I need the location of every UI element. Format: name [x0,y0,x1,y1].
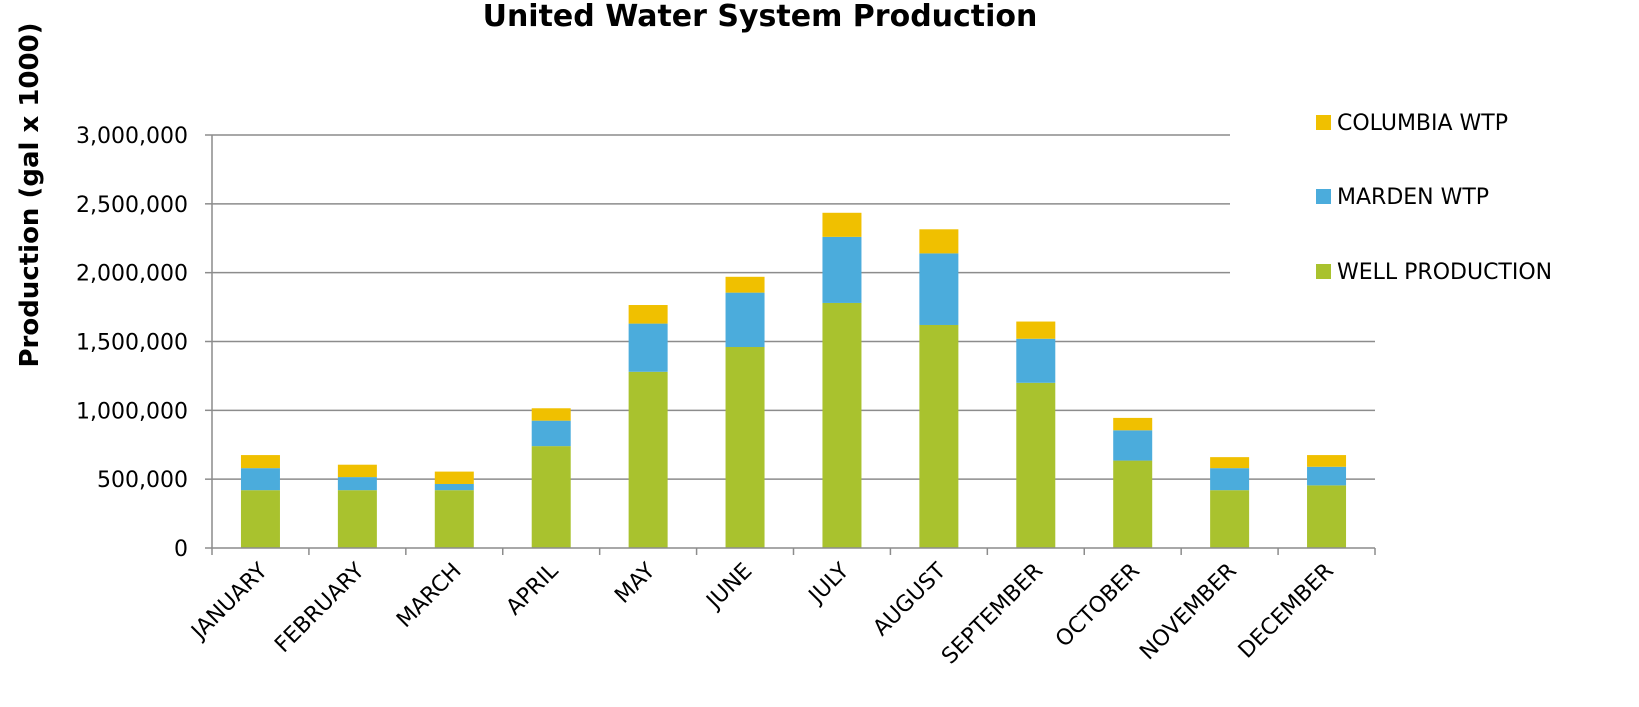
bar-columbia-wtp [725,276,765,293]
bar-well-production [1210,490,1250,548]
bar-columbia-wtp [1016,321,1056,339]
bar-marden-wtp [628,323,668,372]
legend-swatch [1316,264,1331,279]
legend-swatch [1316,115,1331,130]
x-tick-label: AUGUST [869,558,952,641]
bar-columbia-wtp [337,464,377,478]
y-tick-label: 500,000 [97,468,188,493]
bar-marden-wtp [240,468,280,491]
x-tick-label: DECEMBER [1234,559,1339,664]
x-tick-label: JULY [803,558,855,610]
x-tick-label: SEPTEMBER [937,559,1048,670]
bar-columbia-wtp [1307,455,1347,467]
x-tick-label: NOVEMBER [1135,559,1241,665]
legend-item: COLUMBIA WTP [1316,111,1508,136]
bar-marden-wtp [725,292,765,348]
bar-columbia-wtp [240,455,280,469]
x-tick-label: MAY [610,558,660,608]
y-tick-label: 1,500,000 [76,331,188,356]
bar-well-production [725,347,765,548]
bar-well-production [240,490,280,548]
legend-item: WELL PRODUCTION [1316,260,1552,285]
gridlines [212,134,1375,480]
legend-item: MARDEN WTP [1316,185,1489,210]
bar-well-production [919,324,959,548]
x-tick-label: JANUARY [186,558,273,645]
legend: COLUMBIA WTP MARDEN WTP WELL PRODUCTION [1316,111,1552,285]
bar-columbia-wtp [434,471,474,484]
legend-label: MARDEN WTP [1337,185,1489,210]
bar-columbia-wtp [822,212,862,237]
bar-columbia-wtp [1210,457,1250,469]
bar-well-production [434,490,474,548]
bar-marden-wtp [337,477,377,491]
bar-well-production [1307,485,1347,548]
legend-swatch [1316,189,1331,204]
x-tick-label: APRIL [502,558,564,620]
bar-well-production [337,490,377,548]
bar-marden-wtp [1113,430,1153,461]
axes [205,134,1376,555]
x-tick-label: FEBRUARY [270,558,370,658]
y-tick-label: 0 [174,537,188,562]
bar-columbia-wtp [628,305,668,324]
bar-marden-wtp [822,236,862,303]
y-tick-label: 3,000,000 [76,124,188,149]
bar-well-production [822,302,862,548]
bar-well-production [628,371,668,548]
chart-title: United Water System Production [483,0,1038,34]
bar-marden-wtp [1307,466,1347,486]
legend-label: WELL PRODUCTION [1337,260,1552,285]
bar-well-production [1113,460,1153,548]
y-tick-label: 2,000,000 [76,262,188,287]
bars [240,212,1347,548]
y-tick-labels: 0 500,000 1,000,000 1,500,000 2,000,000 2,500… [76,124,188,562]
bar-columbia-wtp [531,408,571,421]
bar-columbia-wtp [1113,417,1153,431]
bar-well-production [531,446,571,548]
y-tick-label: 1,000,000 [76,399,188,424]
bar-marden-wtp [1016,338,1056,383]
bar-columbia-wtp [919,229,959,254]
bar-marden-wtp [1210,468,1250,491]
bar-marden-wtp [434,483,474,491]
x-tick-label: OCTOBER [1051,559,1145,653]
bar-well-production [1016,382,1056,548]
x-tick-label: MARCH [392,559,466,633]
legend-label: COLUMBIA WTP [1337,111,1508,136]
bar-marden-wtp [531,420,571,447]
bar-marden-wtp [919,253,959,325]
y-tick-label: 2,500,000 [76,193,188,218]
y-axis-label: Production (gal x 1000) [15,22,45,367]
x-tick-label: JUNE [701,559,758,616]
